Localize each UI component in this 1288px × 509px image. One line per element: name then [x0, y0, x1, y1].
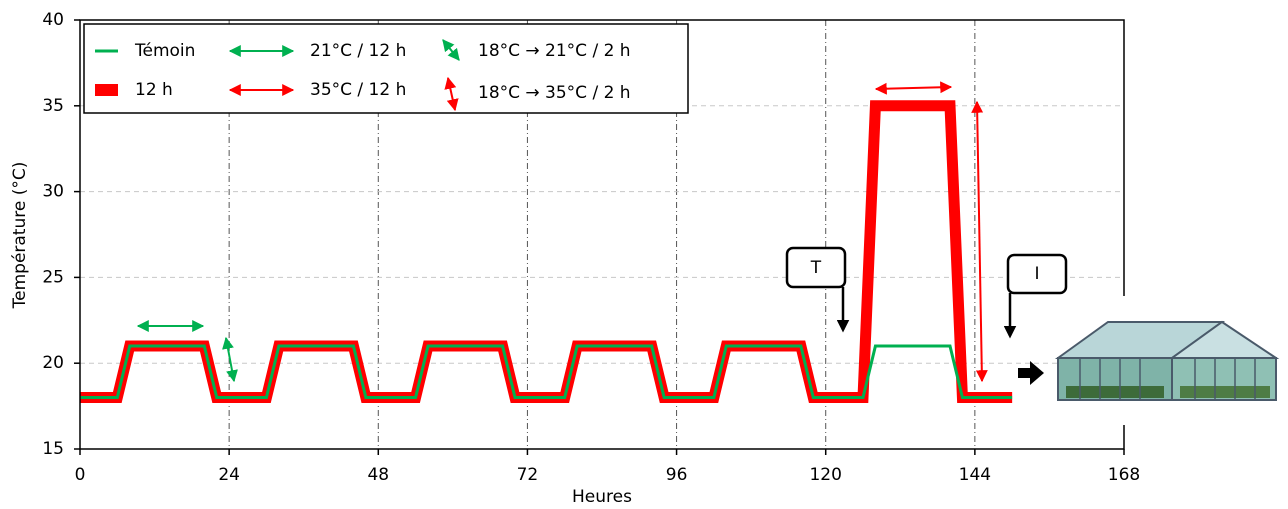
annotation: I — [1034, 264, 1039, 284]
y-tick-label: 35 — [42, 96, 64, 116]
plot-frame — [79, 19, 1125, 450]
series-line — [80, 344, 1013, 400]
legend-label: 12 h — [135, 80, 173, 100]
x-tick-label: 24 — [218, 465, 240, 485]
x-tick-label: 72 — [517, 465, 539, 485]
y-tick-label: 25 — [42, 267, 64, 287]
y-tick-label: 15 — [42, 439, 64, 459]
x-tick-label: 168 — [1108, 465, 1140, 485]
annotation: 18°C → 35°C / 2 h — [478, 83, 631, 103]
x-axis-label: Heures — [572, 487, 632, 507]
legend-label: Témoin — [134, 41, 195, 61]
x-tick-label: 0 — [75, 465, 86, 485]
y-tick-label: 30 — [42, 182, 64, 202]
x-tick-label: 120 — [809, 465, 841, 485]
y-tick-label: 40 — [42, 10, 64, 30]
x-tick-label: 48 — [367, 465, 389, 485]
x-tick-label: 96 — [666, 465, 688, 485]
legend-swatch — [95, 84, 118, 96]
lines — [80, 100, 1013, 404]
plot-annotations — [136, 81, 1068, 383]
y-axis-label: Température (°C) — [10, 162, 30, 310]
x-tick-label: 144 — [959, 465, 991, 485]
annotation: T — [810, 258, 822, 278]
annotation: 35°C / 12 h — [310, 80, 406, 100]
greenhouse-image — [1018, 296, 1288, 425]
annotation: 18°C → 21°C / 2 h — [478, 41, 631, 61]
annotation: 21°C / 12 h — [310, 41, 406, 61]
legend: Témoin 12 h — [83, 23, 689, 114]
y-tick-label: 20 — [42, 353, 64, 373]
